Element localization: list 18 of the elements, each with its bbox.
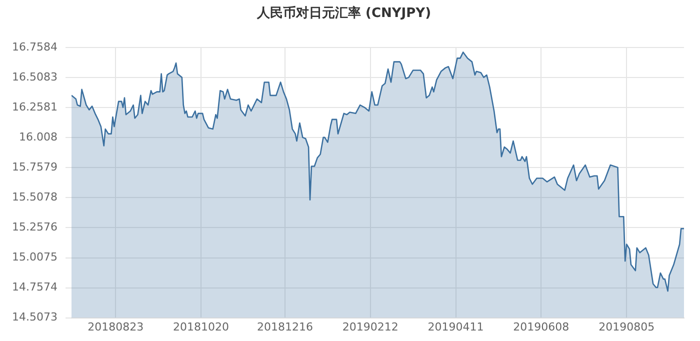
x-tick-label: 20180823 [88, 320, 144, 334]
x-tick-label: 20190212 [342, 320, 398, 334]
y-tick-label: 15.0075 [12, 250, 58, 264]
y-tick-label: 14.5073 [12, 310, 58, 324]
y-tick-label: 16.2581 [12, 100, 58, 114]
y-tick-label: 15.7579 [12, 160, 58, 174]
y-tick-label: 16.008 [18, 130, 58, 144]
x-tick-label: 20190805 [598, 320, 655, 334]
y-tick-label: 16.5083 [12, 70, 58, 84]
x-tick-label: 20190411 [428, 320, 484, 334]
x-tick-label: 20181020 [173, 320, 230, 334]
y-tick-label: 15.2576 [12, 220, 58, 234]
y-tick-label: 16.7584 [12, 40, 58, 54]
y-tick-label: 14.7574 [12, 280, 58, 294]
y-tick-label: 15.5078 [12, 190, 58, 204]
x-tick-label: 20181216 [256, 320, 313, 334]
x-tick-label: 20190608 [513, 320, 570, 334]
chart-title: 人民币对日元汇率 (CNYJPY) [256, 5, 432, 22]
